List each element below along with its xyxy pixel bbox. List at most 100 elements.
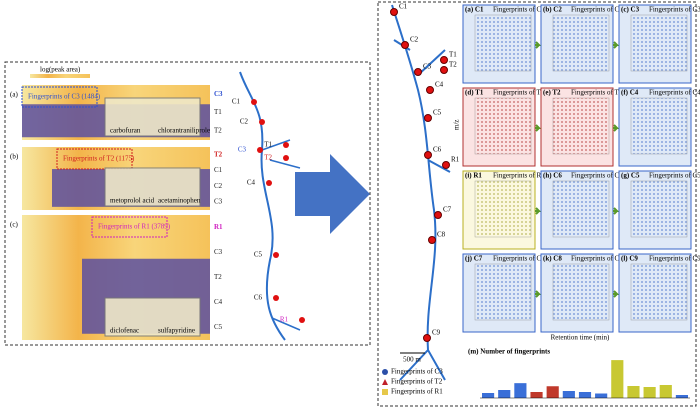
site-label: C5 — [433, 109, 442, 117]
compound: diclofenac — [110, 327, 139, 335]
plot-title: Fingerprints of C3 — [649, 6, 700, 14]
site-label: C5 — [254, 251, 263, 259]
compound: acetaminophen — [158, 197, 201, 205]
plot-title: Fingerprints of C4 — [649, 89, 700, 97]
plot-area — [552, 97, 610, 155]
bar — [595, 393, 608, 398]
site-label: C3 — [238, 146, 247, 154]
site-label: C2 — [410, 36, 419, 44]
bar — [627, 386, 640, 398]
site-label: C4 — [247, 179, 256, 187]
flow-arrow — [535, 41, 542, 49]
plot-area — [474, 263, 532, 321]
site — [423, 334, 431, 342]
site-label: C7 — [443, 206, 452, 214]
row-label: C4 — [214, 298, 223, 306]
site — [414, 68, 422, 76]
site-label: C3 — [423, 63, 432, 71]
flow-arrow — [613, 207, 620, 215]
bar — [482, 393, 495, 398]
row-label: T1 — [214, 108, 222, 116]
site-label: R1 — [451, 156, 460, 164]
river — [239, 71, 286, 341]
site — [266, 180, 272, 186]
plot-area — [552, 180, 610, 238]
site-label: C6 — [254, 294, 263, 302]
site-label: C6 — [433, 146, 442, 154]
plot-title: Fingerprints of C6 — [571, 172, 623, 180]
plot-label: (k) C8 — [543, 255, 562, 263]
site — [424, 151, 432, 159]
site-label: C8 — [437, 231, 446, 239]
x-axis-label: Retention time (min) — [551, 334, 610, 342]
fingerprint-box — [56, 148, 133, 170]
site — [434, 211, 442, 219]
row-label: C2 — [214, 182, 223, 190]
site — [273, 252, 279, 258]
plot-label: (c) C3 — [621, 6, 640, 14]
fingerprint-text: Fingerprints of T2 (1175) — [63, 155, 135, 163]
site — [251, 99, 257, 105]
plot-title: Fingerprints of C1 — [493, 6, 545, 14]
plot-area — [552, 14, 610, 72]
fingerprint-box — [21, 86, 98, 108]
site-label: C9 — [432, 329, 441, 337]
site-label: T2 — [264, 154, 272, 162]
flow-arrow — [613, 290, 620, 298]
site-label: T1 — [264, 141, 272, 149]
y-axis-label: m/z — [453, 120, 461, 131]
legend-marker — [382, 389, 388, 395]
compound: carbofuran — [110, 127, 141, 135]
site-label: C2 — [240, 118, 249, 126]
legend-label: Fingerprints of R1 — [391, 388, 443, 396]
plot-label: (a) C1 — [465, 6, 484, 14]
plot-area — [474, 180, 532, 238]
site — [283, 142, 289, 148]
compound: metoprolol acid — [110, 197, 155, 205]
panel-label: (a) — [10, 91, 18, 99]
row-label: T2 — [214, 126, 222, 134]
structure-box — [104, 167, 201, 207]
bar — [546, 386, 559, 398]
legend-marker — [382, 369, 388, 375]
site — [426, 86, 434, 94]
plot-title: Fingerprints of C8 — [571, 255, 623, 263]
plot-area — [552, 263, 610, 321]
fingerprint-box — [91, 216, 168, 238]
legend-label: Fingerprints of T2 — [391, 378, 443, 386]
scale-label: 500 m — [403, 356, 421, 364]
row-label: R1 — [214, 223, 223, 231]
bar — [562, 391, 575, 398]
plot-title: Fingerprints of C7 — [493, 255, 545, 263]
row-label: C1 — [214, 166, 223, 174]
plot-label: (j) C7 — [465, 255, 483, 263]
left-frame — [4, 61, 371, 346]
plot-label: (d) T1 — [465, 89, 484, 97]
plot-label: (f) C4 — [621, 89, 639, 97]
site-label: T1 — [449, 51, 457, 59]
site — [424, 114, 432, 122]
site — [259, 119, 265, 125]
bar — [530, 392, 543, 398]
panel-label: (c) — [10, 221, 18, 229]
site-label: C1 — [399, 3, 408, 11]
panel-label: (b) — [10, 153, 19, 161]
arrow — [295, 154, 370, 234]
plot-label: (i) R1 — [465, 172, 482, 180]
plot-area — [630, 263, 688, 321]
map-river — [391, 4, 451, 381]
flow-arrow — [535, 207, 542, 215]
site — [283, 155, 289, 161]
row-label: C5 — [214, 323, 223, 331]
site — [257, 147, 263, 153]
legend-marker — [382, 379, 388, 385]
flow-arrow — [613, 124, 620, 132]
site-label: T2 — [449, 61, 457, 69]
legend-title: log(peak area) — [40, 66, 81, 74]
site — [440, 66, 448, 74]
plot-area — [474, 97, 532, 155]
row-label: C3 — [214, 198, 223, 206]
flow-arrow — [613, 41, 620, 49]
site-label: R1 — [280, 316, 289, 324]
